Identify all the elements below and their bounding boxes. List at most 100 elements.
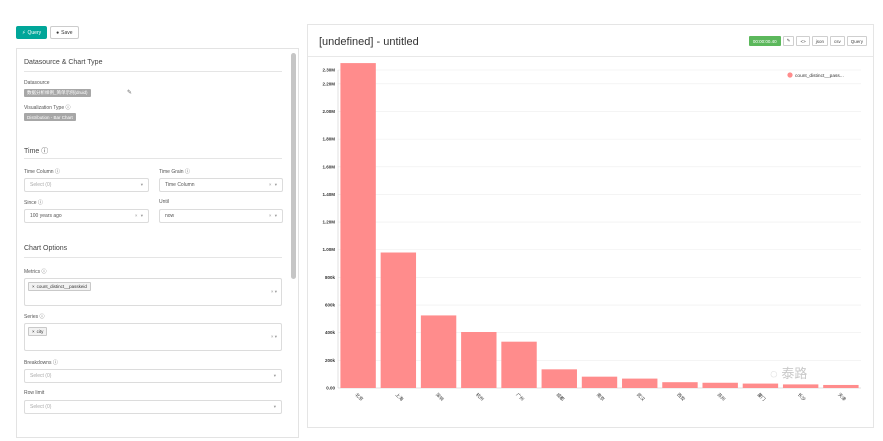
bar xyxy=(782,384,819,388)
y-tick-label: 600k xyxy=(325,303,336,308)
y-tick-label: 2.00M xyxy=(322,109,335,114)
y-tick-label: 400k xyxy=(325,330,336,335)
chart-title: [undefined] - untitled xyxy=(319,36,419,48)
x-tick-label: 长沙 xyxy=(796,391,808,403)
watermark: ◌ 泰路 xyxy=(770,366,807,381)
save-button[interactable]: ● Save xyxy=(50,26,79,39)
remove-tag-icon[interactable]: × xyxy=(32,284,35,289)
rowlimit-select[interactable]: Select (0) ▾ xyxy=(24,400,282,414)
x-tick-label: 广州 xyxy=(514,391,526,403)
datasource-section-title: Datasource & Chart Type xyxy=(24,59,103,66)
x-tick-label: 北京 xyxy=(354,391,366,403)
breakdowns-placeholder: Select (0) xyxy=(30,373,52,379)
x-tick-label: 杭州 xyxy=(474,391,486,403)
y-tick-label: 1.80M xyxy=(322,137,335,142)
x-tick-label: 南京 xyxy=(595,391,607,403)
edit-datasource-icon[interactable]: ✎ xyxy=(127,90,133,96)
y-tick-label: 0.00 xyxy=(326,386,335,391)
clear-chevron-icon: × ▾ xyxy=(268,213,278,218)
query-button[interactable]: ⚡ Query xyxy=(16,26,48,39)
rowlimit-label: Row limit xyxy=(24,390,45,396)
x-tick-label: 苏州 xyxy=(716,391,728,403)
metrics-select[interactable]: × count_distinct__passkeid × ▾ xyxy=(24,278,282,306)
chevron-down-icon: ▾ xyxy=(140,182,144,187)
bar xyxy=(622,378,658,388)
time-grain-value: Time Column xyxy=(165,182,195,188)
viz-type-label: Visualization Type ⓘ xyxy=(24,105,71,111)
csv-button[interactable]: csv xyxy=(829,36,845,46)
x-tick-label: 深圳 xyxy=(434,391,446,403)
time-grain-select[interactable]: Time Column × ▾ xyxy=(159,178,283,192)
time-column-select[interactable]: Select (0) ▾ xyxy=(24,178,149,192)
datasource-select[interactable]: 数据分析样例_简单示例(druid) xyxy=(24,89,91,97)
until-value: now xyxy=(165,213,175,219)
bar xyxy=(380,252,417,388)
x-tick-label: 天津 xyxy=(836,391,848,403)
y-tick-label: 2.20M xyxy=(322,81,335,86)
series-tag: × city xyxy=(28,327,48,336)
y-tick-label: 200k xyxy=(325,358,336,363)
since-select[interactable]: 100 years ago × ▾ xyxy=(24,209,149,223)
remove-tag-icon[interactable]: × xyxy=(32,329,35,334)
time-column-placeholder: Select (0) xyxy=(30,182,52,188)
y-tick-label: 1.40M xyxy=(322,192,335,197)
clear-chevron-icon: × ▾ xyxy=(270,334,277,339)
series-label: Series ⓘ xyxy=(24,314,45,320)
until-label: Until xyxy=(159,199,170,205)
clear-chevron-icon: × ▾ xyxy=(134,213,144,218)
y-tick-label: 1.20M xyxy=(322,220,335,225)
embed-button[interactable]: <> xyxy=(796,36,810,46)
breakdowns-label: Breakdowns ⓘ xyxy=(24,360,58,366)
bar xyxy=(461,332,497,388)
y-tick-label: 1.60M xyxy=(322,164,335,169)
bar xyxy=(501,341,537,388)
bar xyxy=(420,315,457,388)
chart-options-title: Chart Options xyxy=(24,245,68,252)
control-panel: Datasource & Chart Type Datasource 数据分析样… xyxy=(16,48,299,438)
bar xyxy=(742,383,779,388)
legend-swatch xyxy=(787,72,793,78)
bolt-icon: ⚡ xyxy=(22,29,26,36)
datasource-label: Datasource xyxy=(24,80,50,86)
save-icon: ● xyxy=(56,29,60,36)
chevron-down-icon: ▾ xyxy=(273,373,277,378)
y-tick-label: 2.30M xyxy=(322,68,335,73)
since-value: 100 years ago xyxy=(30,213,62,219)
chart-toolbar: 00:00:00.40 ✎ <> json csv Query xyxy=(748,36,867,46)
time-section-title: Time ⓘ xyxy=(24,148,49,155)
bar xyxy=(581,376,618,388)
chevron-down-icon: ▾ xyxy=(273,404,277,409)
panel-scrollbar[interactable] xyxy=(291,53,296,279)
query-duration-badge: 00:00:00.40 xyxy=(748,36,781,46)
query-button-label: Query xyxy=(27,29,42,36)
x-tick-label: 上海 xyxy=(394,391,406,403)
y-tick-label: 800k xyxy=(325,275,336,280)
section-divider xyxy=(24,71,282,72)
series-tag-label: city xyxy=(36,329,44,334)
bar xyxy=(702,382,738,388)
clear-chevron-icon: × ▾ xyxy=(268,182,278,187)
series-select[interactable]: × city × ▾ xyxy=(24,323,282,351)
legend-label: count_distinct__pass... xyxy=(795,73,844,79)
title-divider xyxy=(308,56,873,57)
x-tick-label: 厦门 xyxy=(756,391,768,403)
viz-type-select[interactable]: Distribution - Bar Chart xyxy=(24,113,76,121)
metrics-label: Metrics ⓘ xyxy=(24,269,47,275)
rowlimit-placeholder: Select (0) xyxy=(30,404,52,410)
json-button[interactable]: json xyxy=(811,36,828,46)
bar xyxy=(662,382,698,388)
bar xyxy=(340,63,376,389)
bar xyxy=(541,369,577,388)
until-select[interactable]: now × ▾ xyxy=(159,209,283,223)
bar xyxy=(823,384,859,388)
breakdowns-select[interactable]: Select (0) ▾ xyxy=(24,369,282,383)
x-tick-label: 武汉 xyxy=(635,391,647,403)
bar-chart: 0.00 200k 400k 600k 800k 1.00M 1.20M 1.40M 1.60M… xyxy=(322,63,861,403)
y-tick-label: 1.00M xyxy=(322,247,335,252)
query-toolbar: ⚡ Query ● Save xyxy=(16,26,79,39)
time-column-label: Time Column ⓘ xyxy=(24,169,60,175)
x-tick-label: 成都 xyxy=(555,391,567,403)
edit-button[interactable]: ✎ xyxy=(782,36,795,46)
view-query-button[interactable]: Query xyxy=(846,36,867,46)
datasource-value: 数据分析样例_简单示例(druid) xyxy=(27,90,88,95)
